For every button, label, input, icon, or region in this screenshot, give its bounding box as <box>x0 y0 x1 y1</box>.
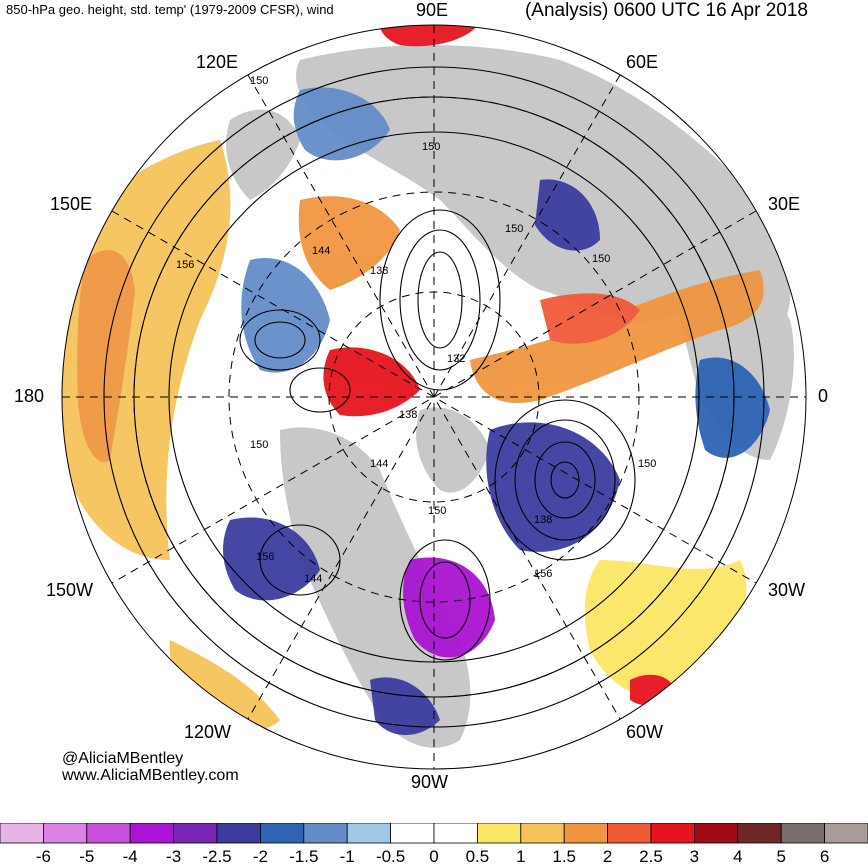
credit-handle: @AliciaMBentley <box>62 750 184 767</box>
contour-label: 138 <box>534 514 552 526</box>
lon-label-120w: 120W <box>184 722 232 742</box>
colorbar-tick-label: 1 <box>516 847 525 865</box>
warm-anomalies <box>62 25 764 731</box>
colorbar-box <box>129 823 174 844</box>
colorbar-tick-label: -1 <box>340 847 355 865</box>
lon-label-90e: 90E <box>416 0 449 20</box>
colorbar-box <box>86 823 131 844</box>
colorbar: -6 -5 -4 -3 -2.5 -2 -1.5 -1 -0.5 0 0.5 1 1.5 2 2.5 3 4 5 6 <box>0 823 868 865</box>
colorbar-tick-label: -5 <box>79 847 94 865</box>
colorbar-tick-label: -3 <box>166 847 181 865</box>
colorbar-box <box>520 823 565 844</box>
contour-label: 150 <box>592 253 610 265</box>
colorbar-box <box>694 823 739 844</box>
colorbar-box <box>433 823 478 844</box>
colorbar-tick-label: 6 <box>820 847 829 865</box>
lon-label-0: 0 <box>818 386 829 406</box>
contour-label: 156 <box>256 551 274 563</box>
colorbar-box <box>476 823 522 844</box>
colorbar-tick-label: 0 <box>429 847 438 865</box>
lon-label-30e: 30E <box>768 194 801 214</box>
colorbar-tick-label: -1.5 <box>289 847 318 865</box>
colorbar-tick-label: -2 <box>253 847 268 865</box>
contour-label: 150 <box>638 458 656 470</box>
colorbar-box <box>737 823 782 844</box>
colorbar-box <box>303 823 348 844</box>
contour-label: 150 <box>428 505 446 517</box>
colorbar-box <box>390 823 435 844</box>
cold-anomalies <box>223 87 770 735</box>
map-title-right: (Analysis) 0600 UTC 16 Apr 2018 <box>524 0 808 21</box>
contour-label: 156 <box>176 259 194 271</box>
contour-label: 150 <box>422 141 440 153</box>
colorbar-tick-label: 2.5 <box>639 847 663 865</box>
colorbar-tick-label: 2 <box>603 847 612 865</box>
colorbar-box <box>43 823 88 844</box>
lon-label-150w: 150W <box>46 580 94 600</box>
contour-label: 138 <box>399 409 417 421</box>
colorbar-box <box>216 823 261 844</box>
credit-block: @AliciaMBentley www.AliciaMBentley.com <box>62 750 239 784</box>
lon-label-120e: 120E <box>196 52 239 72</box>
colorbar-box <box>607 823 652 844</box>
colorbar-box <box>650 823 695 844</box>
lon-label-180: 180 <box>14 386 45 406</box>
lon-label-60e: 60E <box>626 52 659 72</box>
colorbar-tick-label: 3 <box>690 847 699 865</box>
contour-label: 150 <box>250 439 268 451</box>
contour-label: 144 <box>304 573 322 585</box>
contour-label: 144 <box>312 245 330 257</box>
colorbar-box <box>563 823 609 844</box>
colorbar-tick-label: 5 <box>776 847 785 865</box>
colorbar-box <box>780 823 826 844</box>
colorbar-tick-label: 0.5 <box>466 847 490 865</box>
colorbar-box <box>173 823 218 844</box>
polar-map: 150 150 150 150 144 138 156 132 138 144 … <box>61 24 807 770</box>
lon-label-60w: 60W <box>626 722 664 742</box>
colorbar-tick-label: -4 <box>123 847 138 865</box>
graticule <box>62 25 806 769</box>
contour-label: 132 <box>447 353 465 365</box>
credit-website: www.AliciaMBentley.com <box>62 767 239 784</box>
lon-label-150e: 150E <box>50 194 93 214</box>
colorbar-box <box>259 823 305 844</box>
contour-label: 144 <box>370 458 388 470</box>
colorbar-box <box>824 823 868 844</box>
contour-label: 150 <box>505 223 523 235</box>
colorbar-tick-label: 1.5 <box>552 847 576 865</box>
colorbar-box <box>0 823 44 844</box>
colorbar-tick-label: 4 <box>733 847 742 865</box>
contour-label: 138 <box>370 265 388 277</box>
lon-label-30w: 30W <box>768 580 806 600</box>
colorbar-tick-label: -6 <box>36 847 51 865</box>
map-title-left: 850-hPa geo. height, std. temp' (1979-20… <box>6 2 334 17</box>
colorbar-box <box>346 823 392 844</box>
colorbar-tick-label: -2.5 <box>202 847 231 865</box>
colorbar-tick-label: -0.5 <box>376 847 405 865</box>
lon-label-90w: 90W <box>411 772 449 792</box>
contour-label: 150 <box>250 75 268 87</box>
contour-label: 156 <box>534 568 552 580</box>
